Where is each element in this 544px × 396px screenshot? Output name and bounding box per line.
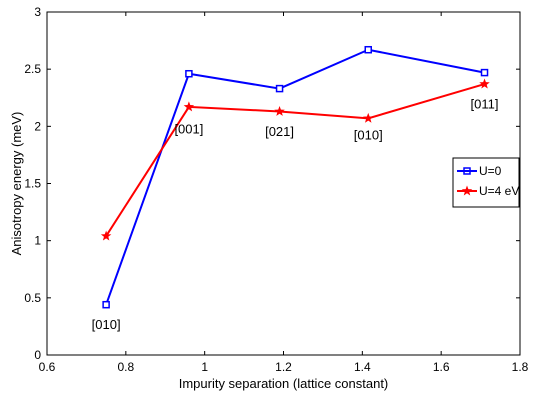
y-tick-label: 2 [34,119,41,133]
legend: U=0 U=4 eV [452,157,520,208]
legend-marker-u4 [461,185,473,196]
miller-index-label: [010] [354,127,383,142]
data-point-u0 [102,300,110,309]
data-point-u0 [480,68,489,77]
data-point-u4 [479,78,490,89]
x-tick-label: 1.6 [433,360,450,374]
x-tick-label: 1 [201,360,208,374]
y-tick-label: 1.5 [24,177,41,191]
axis-ticks: 0.6 0.8 1 1.2 1.4 1.6 1.8 0 0.5 1 1.5 2 2.5 3 [24,5,528,374]
series-group [100,45,490,309]
x-tick-label: 0.6 [39,360,56,374]
data-point-u4 [183,101,195,112]
miller-index-label: [021] [265,124,294,139]
y-tick-label: 0 [34,348,41,362]
legend-box [452,157,520,208]
data-point-u4 [363,112,374,123]
x-axis-label: Impurity separation (lattice constant) [179,376,389,391]
data-point-u4 [100,230,112,241]
x-tick-label: 1.2 [275,360,292,374]
y-axis-label: Anisotropy energy (meV) [9,112,24,256]
x-tick-label: 1.8 [512,360,529,374]
y-tick-label: 0.5 [24,291,41,305]
miller-index-label: [011] [471,96,499,111]
y-tick-label: 3 [34,5,41,19]
miller-index-label: [010] [92,317,121,332]
data-point-u4 [274,105,285,116]
data-point-u0 [185,69,193,78]
x-tick-label: 1.4 [354,360,371,374]
plot-area [46,11,521,356]
y-tick-label: 1 [34,234,41,248]
data-point-u0 [275,84,284,93]
y-tick-label: 2.5 [24,62,41,76]
miller-index-label: [001] [174,122,203,137]
legend-label-u4: U=4 eV [479,184,519,198]
legend-label-u0: U=0 [479,164,502,178]
annotations-group: [010] [001] [021] [010] [011] [92,96,499,332]
legend-marker-u0 [463,167,471,175]
x-tick-label: 0.8 [117,360,134,374]
data-point-u0 [364,45,372,54]
